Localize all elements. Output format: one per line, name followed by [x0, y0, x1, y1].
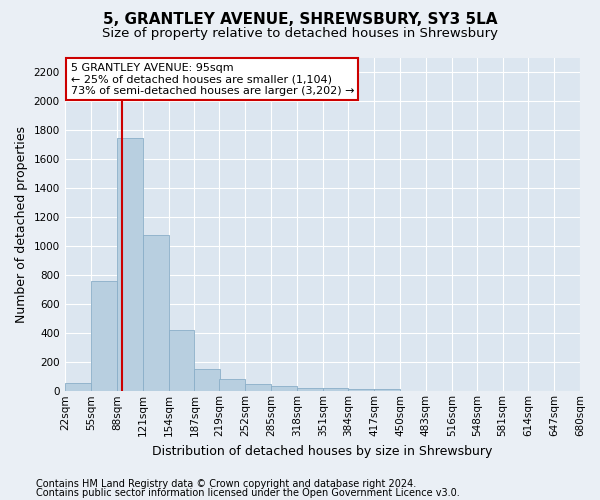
- Bar: [194, 369, 220, 392]
- Text: 5 GRANTLEY AVENUE: 95sqm
← 25% of detached houses are smaller (1,104)
73% of sem: 5 GRANTLEY AVENUE: 95sqm ← 25% of detach…: [71, 62, 354, 96]
- Bar: [245, 384, 271, 392]
- Bar: [220, 379, 245, 392]
- Bar: [91, 281, 117, 392]
- Bar: [374, 388, 400, 392]
- Bar: [349, 389, 374, 392]
- Bar: [117, 138, 143, 392]
- Text: Size of property relative to detached houses in Shrewsbury: Size of property relative to detached ho…: [102, 28, 498, 40]
- Y-axis label: Number of detached properties: Number of detached properties: [15, 126, 28, 323]
- Bar: [143, 236, 169, 392]
- X-axis label: Distribution of detached houses by size in Shrewsbury: Distribution of detached houses by size …: [152, 444, 493, 458]
- Bar: [297, 388, 323, 392]
- Bar: [271, 386, 297, 392]
- Bar: [323, 388, 349, 392]
- Text: Contains HM Land Registry data © Crown copyright and database right 2024.: Contains HM Land Registry data © Crown c…: [36, 479, 416, 489]
- Text: 5, GRANTLEY AVENUE, SHREWSBURY, SY3 5LA: 5, GRANTLEY AVENUE, SHREWSBURY, SY3 5LA: [103, 12, 497, 28]
- Bar: [169, 330, 194, 392]
- Text: Contains public sector information licensed under the Open Government Licence v3: Contains public sector information licen…: [36, 488, 460, 498]
- Bar: [65, 382, 91, 392]
